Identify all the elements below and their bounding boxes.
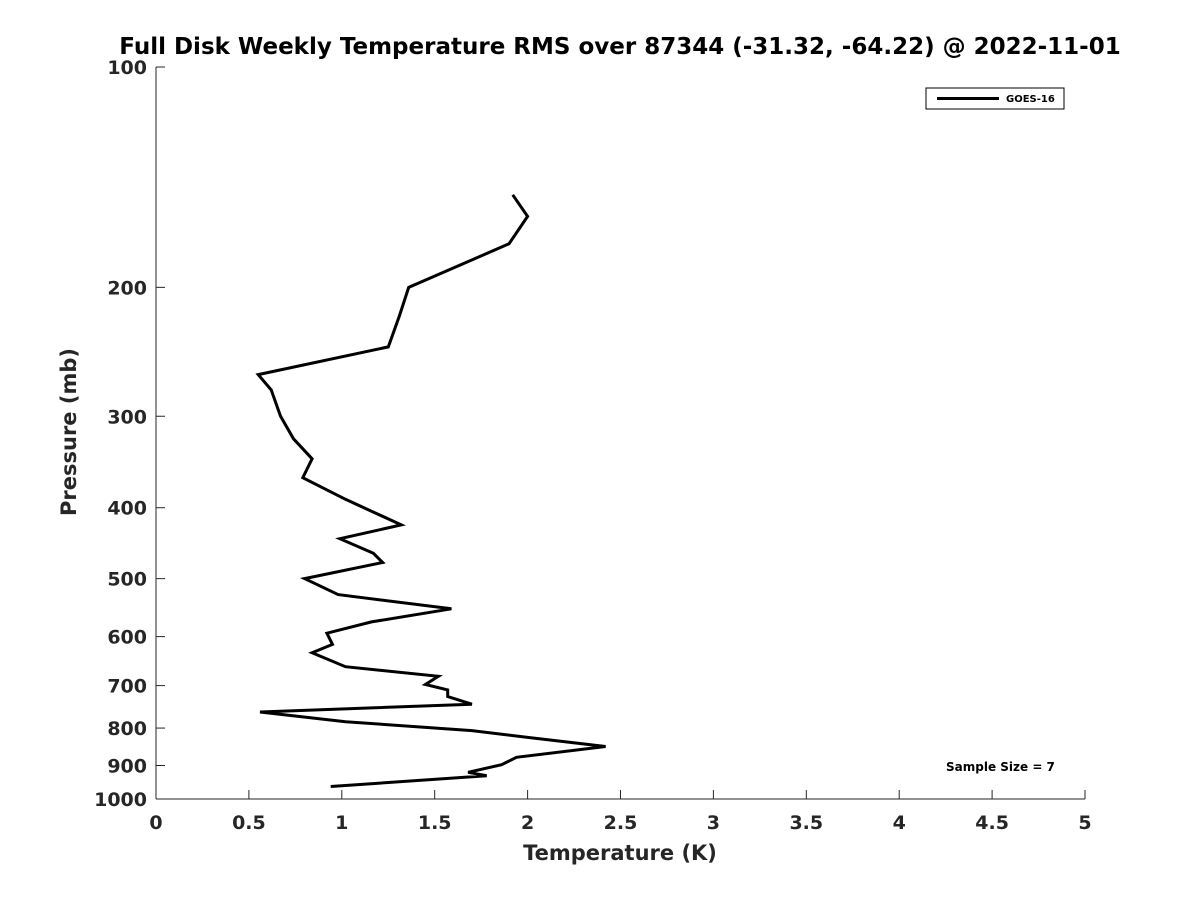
y-tick-label: 1000 [94,789,147,811]
x-tick-label: 3.5 [789,812,823,834]
y-tick-label: 700 [107,676,147,698]
y-tick-label: 100 [107,57,147,79]
series-layer [255,193,606,788]
y-tick-label: 600 [107,627,147,649]
sample-size-annotation: Sample Size = 7 [946,760,1055,774]
y-tick-label: 200 [107,277,147,299]
legend-label: GOES-16 [1006,94,1055,105]
x-tick-label: 4.5 [975,812,1009,834]
chart-title: Full Disk Weekly Temperature RMS over 87… [119,34,1121,60]
y-tick-label: 300 [107,406,147,428]
legend: GOES-16 [925,87,1065,110]
x-tick-label: 0 [149,812,162,834]
x-tick-label: 2.5 [604,812,638,834]
x-tick-label: 4 [893,812,906,834]
x-tick-label: 5 [1078,812,1091,834]
x-axis-title: Temperature (K) [523,841,717,865]
x-tick-label: 2 [521,812,534,834]
x-tick-label: 0.5 [232,812,266,834]
y-tick-label: 400 [107,498,147,520]
axes: 0 0.5 1 1.5 2 2.5 3 3.5 4 4.5 5 100 200 300 400 500 600 7… [94,57,1092,834]
x-tick-label: 1.5 [418,812,452,834]
y-axis-title: Pressure (mb) [57,348,81,516]
y-tick-label: 800 [107,718,147,740]
y-tick-label: 500 [107,569,147,591]
y-tick-label: 900 [107,756,147,778]
x-tick-label: 1 [335,812,348,834]
x-tick-label: 3 [707,812,720,834]
series-line-goes-16 [255,193,606,788]
